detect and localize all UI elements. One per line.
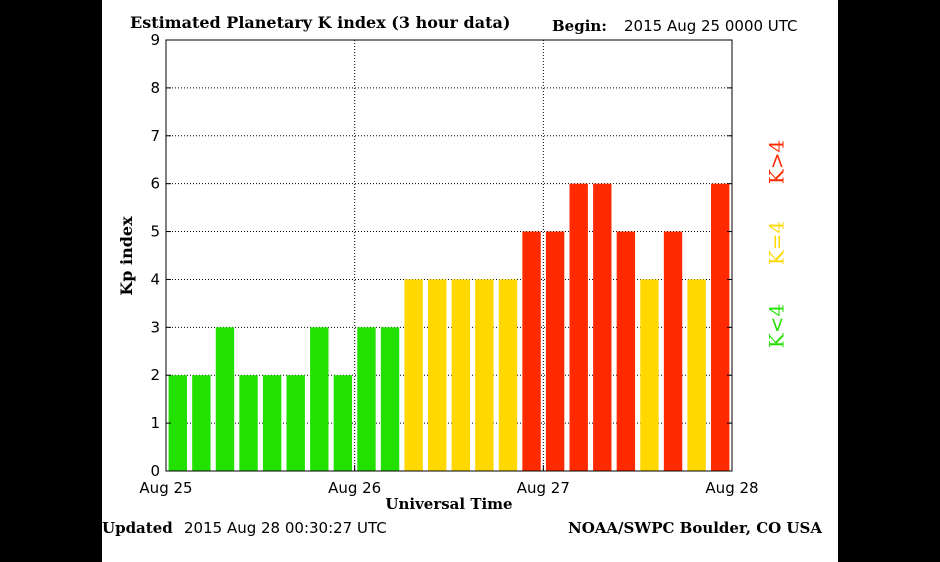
kp-bar xyxy=(428,279,447,471)
kp-bar xyxy=(333,375,353,471)
kp-bar xyxy=(663,231,683,471)
kp-bar xyxy=(192,375,211,471)
y-tick-label: 4 xyxy=(150,270,160,288)
y-tick-label: 7 xyxy=(150,127,160,145)
y-tick-label: 9 xyxy=(150,31,160,49)
kp-bar xyxy=(711,183,730,471)
legend-item: K>4 xyxy=(765,140,789,184)
y-tick-label: 5 xyxy=(150,223,160,241)
x-tick-label: Aug 25 xyxy=(139,479,192,497)
kp-bar xyxy=(215,327,235,471)
kp-bar xyxy=(168,375,187,471)
y-tick-label: 6 xyxy=(150,175,160,193)
bars xyxy=(168,183,730,471)
updated-value: 2015 Aug 28 00:30:27 UTC xyxy=(184,519,387,537)
kp-bar xyxy=(640,279,659,471)
kp-bar xyxy=(404,279,423,471)
kp-bar xyxy=(380,327,400,471)
legend: K>4 K=4 K<4 xyxy=(765,140,789,348)
y-tick-label: 3 xyxy=(150,318,160,336)
kp-bar xyxy=(593,183,612,471)
y-tick-label: 1 xyxy=(150,414,160,432)
legend-item: K=4 xyxy=(765,221,789,265)
kp-bar xyxy=(687,279,706,471)
x-ticks: Aug 25 Aug 26 Aug 27 Aug 28 xyxy=(139,465,759,497)
kp-bar xyxy=(310,327,329,471)
source-label: NOAA/SWPC Boulder, CO USA xyxy=(568,519,822,537)
kp-bar xyxy=(569,183,588,471)
kp-bar xyxy=(262,375,282,471)
x-axis-label: Universal Time xyxy=(385,495,512,513)
y-ticks: 0 1 2 3 4 5 6 7 8 9 xyxy=(150,31,732,480)
y-tick-label: 0 xyxy=(150,462,160,480)
updated-label: Updated xyxy=(102,519,173,537)
begin-value: 2015 Aug 25 0000 UTC xyxy=(624,17,798,35)
x-tick-label: Aug 26 xyxy=(328,479,381,497)
kp-chart: Estimated Planetary K index (3 hour data… xyxy=(102,13,822,537)
kp-bar xyxy=(239,375,258,471)
x-tick-label: Aug 27 xyxy=(517,479,570,497)
x-tick-label: Aug 28 xyxy=(705,479,758,497)
plot-frame xyxy=(165,39,733,472)
y-axis-label: Kp index xyxy=(117,216,136,296)
kp-bar xyxy=(522,231,541,471)
kp-bar xyxy=(451,279,470,471)
chart-title: Estimated Planetary K index (3 hour data… xyxy=(130,13,510,32)
y-tick-label: 8 xyxy=(150,79,160,97)
y-tick-label: 2 xyxy=(150,366,160,384)
kp-bar xyxy=(357,327,376,471)
kp-bar xyxy=(475,279,494,471)
chart-panel: Estimated Planetary K index (3 hour data… xyxy=(102,0,838,562)
legend-item: K<4 xyxy=(765,304,789,348)
kp-bar xyxy=(616,231,636,471)
kp-bar xyxy=(286,375,305,471)
kp-bar xyxy=(498,279,518,471)
begin-label: Begin: xyxy=(552,17,607,35)
kp-bar xyxy=(545,231,565,471)
